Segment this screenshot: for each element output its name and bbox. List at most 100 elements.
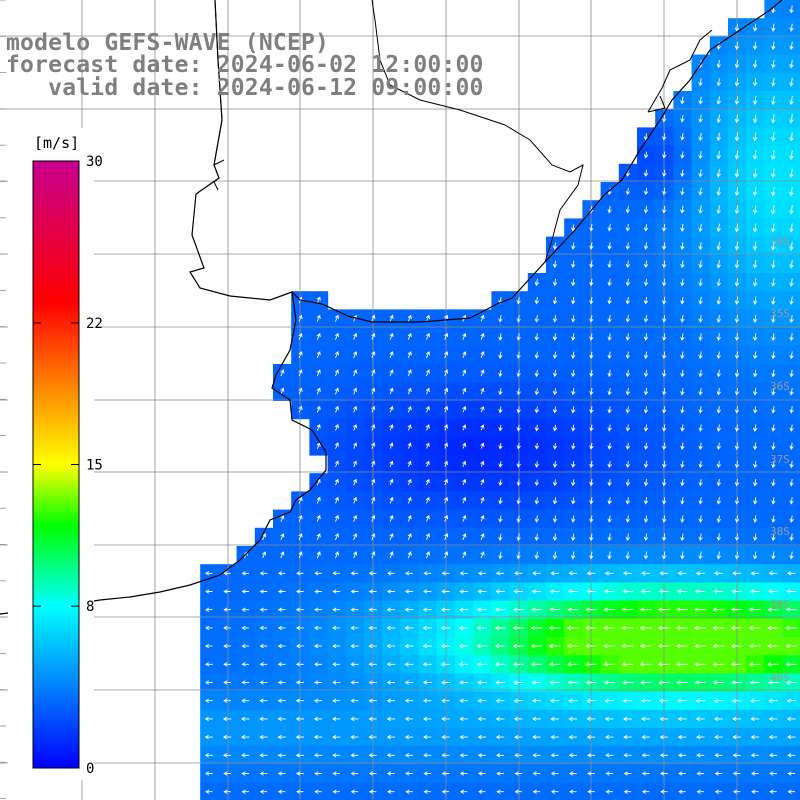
wind-arrow <box>730 625 743 631</box>
wind-arrow <box>368 789 377 794</box>
wind-arrow <box>662 388 667 396</box>
wind-arrow <box>389 405 394 413</box>
wind-arrow <box>571 461 576 468</box>
wind-arrow <box>607 533 612 542</box>
wind-arrow <box>587 771 595 776</box>
wind-arrow <box>459 680 469 685</box>
wind-arrow <box>550 571 559 576</box>
wind-arrow <box>662 479 667 487</box>
wind-arrow <box>752 205 758 215</box>
wind-arrow <box>680 151 685 159</box>
wind-arrow <box>205 589 213 594</box>
wind-arrow <box>662 205 667 214</box>
wind-arrow <box>571 533 576 542</box>
wind-arrow <box>732 789 741 794</box>
wind-arrow <box>277 643 286 649</box>
wind-arrow <box>789 23 794 32</box>
wind-arrow <box>205 643 213 649</box>
wind-arrow <box>676 589 688 594</box>
wind-arrow <box>259 571 268 576</box>
wind-arrow <box>731 589 742 594</box>
wind-arrow <box>623 716 632 722</box>
wind-arrow <box>662 169 667 177</box>
wind-arrow <box>405 771 413 776</box>
wind-arrow <box>716 78 721 87</box>
wind-arrow <box>371 442 376 449</box>
wind-arrow <box>513 716 523 722</box>
wind-arrow <box>623 571 632 576</box>
wind-arrow <box>643 224 649 232</box>
wind-arrow <box>368 625 377 631</box>
wind-arrow <box>241 662 250 667</box>
wind-arrow <box>316 351 321 359</box>
wind-arrow <box>334 351 339 359</box>
wind-arrow <box>332 662 341 667</box>
wind-arrow <box>752 96 758 105</box>
wind-arrow <box>531 698 541 703</box>
wind-arrow <box>607 242 612 250</box>
wind-arrow <box>371 332 376 340</box>
wind-arrow <box>678 771 686 776</box>
wind-arrow <box>532 789 541 794</box>
wind-arrow <box>241 771 250 776</box>
wind-arrow <box>477 734 486 740</box>
wind-arrow <box>767 643 779 649</box>
wind-arrow <box>371 314 376 322</box>
wind-arrow <box>552 461 558 468</box>
wind-arrow <box>441 771 450 776</box>
wind-arrow <box>789 278 794 287</box>
peninsula-coast <box>647 29 713 113</box>
wind-arrow <box>607 315 612 323</box>
wind-arrow <box>589 424 594 432</box>
wind-arrow <box>753 533 758 542</box>
wind-arrow <box>789 351 794 360</box>
wind-arrow <box>350 571 359 576</box>
wind-arrow <box>477 607 487 612</box>
wind-arrow <box>589 278 594 287</box>
wind-arrow <box>422 662 432 667</box>
wind-arrow <box>516 461 521 468</box>
wind-arrow <box>662 242 667 250</box>
wind-arrow <box>698 479 703 487</box>
wind-arrow <box>552 533 558 542</box>
wind-arrow <box>425 387 430 395</box>
wind-arrow <box>662 296 667 305</box>
wind-arrow <box>607 461 612 468</box>
wind-arrow <box>425 314 430 322</box>
wind-arrow <box>771 296 776 305</box>
wind-arrow <box>716 333 721 341</box>
wind-arrow <box>696 789 704 794</box>
wind-arrow <box>641 753 650 758</box>
wind-arrow <box>444 351 449 359</box>
wind-arrow <box>641 789 650 794</box>
wind-arrow <box>678 753 687 758</box>
wind-arrow <box>752 23 758 32</box>
wind-arrow <box>496 771 504 776</box>
wind-arrow <box>458 625 469 631</box>
wind-arrow <box>730 662 743 667</box>
wind-arrow <box>643 187 649 196</box>
wind-arrow <box>313 716 323 722</box>
wind-arrow <box>621 625 634 631</box>
wind-arrow <box>771 424 776 432</box>
wind-arrow <box>625 260 630 269</box>
wind-arrow <box>698 114 703 123</box>
wind-arrow <box>662 114 667 123</box>
wind-arrow <box>694 625 707 631</box>
wind-arrow <box>607 388 612 396</box>
wind-arrow <box>353 387 358 395</box>
wind-arrow <box>589 388 594 396</box>
wind-arrow <box>789 478 794 487</box>
wind-arrow <box>462 442 467 449</box>
wind-arrow <box>280 551 285 559</box>
wind-arrow <box>771 132 776 142</box>
wind-arrow <box>444 496 449 504</box>
wind-arrow <box>752 296 758 305</box>
wind-arrow <box>389 478 394 486</box>
wind-arrow <box>443 424 448 431</box>
wind-arrow <box>789 460 794 469</box>
wind-arrow <box>680 533 685 542</box>
wind-arrow <box>712 680 724 685</box>
wind-arrow <box>353 533 358 541</box>
wind-arrow <box>789 259 794 269</box>
